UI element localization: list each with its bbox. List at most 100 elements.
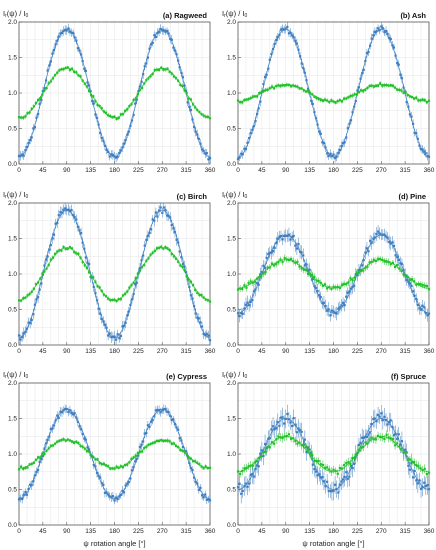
data-point-green — [145, 445, 148, 448]
data-point-blue — [122, 324, 126, 327]
data-point-green — [258, 92, 261, 95]
data-point-blue — [416, 482, 419, 485]
data-point-green — [419, 283, 422, 286]
data-point-blue — [17, 154, 21, 158]
data-point-blue — [151, 41, 154, 45]
data-point-blue — [321, 141, 324, 144]
data-point-green — [249, 96, 252, 100]
data-point-green — [419, 467, 422, 470]
data-point-blue — [391, 44, 394, 47]
data-point-green — [415, 283, 418, 286]
data-point-green — [104, 464, 108, 467]
data-point-blue — [380, 412, 383, 415]
data-point-blue — [311, 277, 314, 281]
data-point-green — [30, 290, 33, 293]
data-point-blue — [177, 59, 180, 62]
data-point-green — [298, 87, 301, 90]
data-point-blue — [330, 155, 334, 158]
data-point-blue — [343, 141, 346, 144]
data-point-blue — [138, 85, 142, 88]
data-point-green — [243, 467, 246, 470]
data-point-green — [340, 100, 344, 103]
data-point-blue — [322, 301, 326, 304]
data-point-green — [268, 87, 271, 90]
data-point-green — [117, 466, 120, 469]
data-point-blue — [306, 87, 310, 90]
data-point-green — [241, 469, 244, 473]
data-point-green — [294, 85, 297, 88]
data-point-blue — [243, 147, 246, 150]
data-point-blue — [276, 237, 279, 240]
data-point-green — [343, 282, 346, 285]
data-point-blue — [372, 237, 375, 240]
data-point-green — [326, 99, 329, 102]
data-point-green — [355, 93, 358, 96]
data-point-blue — [167, 410, 170, 414]
data-point-blue — [324, 304, 327, 308]
data-point-green — [262, 272, 265, 275]
data-point-blue — [54, 419, 57, 422]
data-point-green — [326, 466, 329, 469]
data-point-green — [115, 465, 118, 468]
data-point-blue — [378, 29, 381, 32]
data-point-blue — [386, 32, 389, 36]
data-point-blue — [188, 105, 191, 108]
data-point-blue — [22, 493, 25, 496]
data-point-blue — [38, 288, 41, 291]
data-point-green — [208, 466, 212, 469]
data-point-green — [292, 84, 295, 87]
data-point-green — [130, 457, 133, 461]
data-point-blue — [107, 150, 110, 153]
data-point-green — [241, 101, 244, 104]
data-point-blue — [295, 247, 298, 250]
data-point-blue — [326, 309, 329, 312]
data-point-blue — [392, 433, 396, 437]
data-point-blue — [413, 131, 416, 134]
x-tick-label: 45 — [258, 528, 266, 535]
data-point-blue — [333, 157, 337, 160]
y-tick-label: 0.5 — [8, 126, 17, 133]
data-point-green — [427, 99, 431, 102]
data-point-blue — [38, 102, 41, 106]
data-point-green — [302, 443, 305, 446]
data-point-blue — [151, 419, 154, 422]
x-tick-label: 45 — [258, 167, 266, 174]
data-point-green — [60, 68, 63, 71]
data-point-green — [187, 97, 190, 100]
data-point-blue — [76, 47, 79, 50]
data-point-blue — [383, 233, 386, 236]
data-point-blue — [238, 156, 241, 159]
data-point-blue — [67, 27, 70, 30]
data-point-blue — [399, 73, 402, 76]
data-point-green — [287, 83, 291, 87]
data-point-blue — [102, 139, 105, 142]
data-point-blue — [405, 278, 408, 282]
data-point-green — [338, 99, 341, 102]
data-point-green — [334, 101, 337, 104]
data-point-blue — [165, 410, 169, 413]
data-point-blue — [102, 320, 105, 323]
data-point-green — [73, 251, 76, 254]
data-point-green — [249, 464, 252, 467]
x-tick-label: 0 — [236, 528, 240, 535]
data-point-green — [393, 265, 397, 269]
y-tick-label: 1.5 — [8, 236, 17, 243]
x-tick-label: 135 — [304, 528, 315, 535]
data-point-blue — [313, 467, 316, 471]
data-point-blue — [119, 493, 122, 496]
x-tick-label: 315 — [400, 528, 411, 535]
data-point-green — [132, 456, 135, 459]
data-point-green — [157, 68, 161, 72]
data-point-blue — [246, 485, 249, 488]
data-point-blue — [369, 239, 372, 242]
data-point-blue — [397, 63, 400, 66]
y-axis-label: Ir(ψ) / I0 — [3, 370, 28, 380]
data-point-blue — [311, 463, 314, 466]
data-point-green — [268, 266, 271, 269]
data-point-green — [281, 436, 284, 440]
data-point-blue — [400, 262, 404, 265]
data-point-blue — [389, 37, 392, 41]
panel-title: (c) Birch — [177, 192, 208, 201]
data-point-blue — [260, 270, 263, 274]
data-point-green — [147, 443, 150, 446]
